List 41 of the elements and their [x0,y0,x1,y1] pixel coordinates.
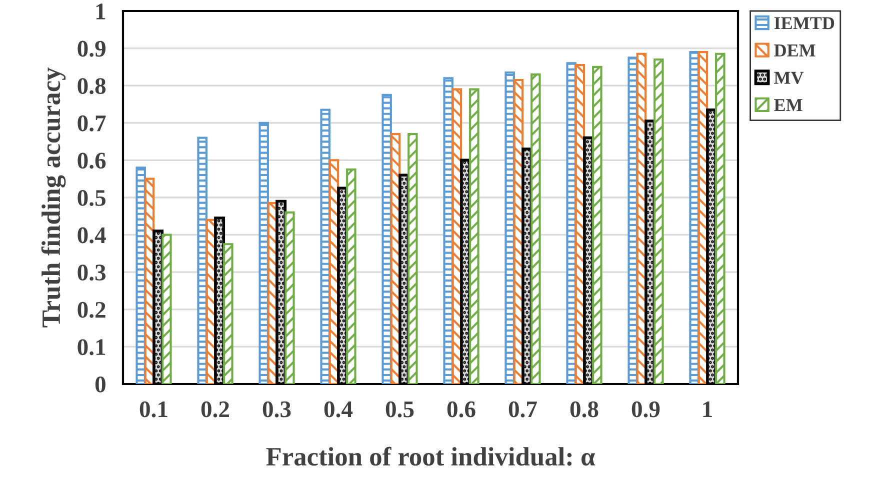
y-tick-label: 0.1 [78,339,106,356]
legend-label: MV [774,72,804,84]
bar [223,243,234,384]
y-tick-label: 0.7 [78,115,106,132]
y-tick-label: 0.5 [78,190,106,206]
x-tick-label: 0.5 [386,401,414,418]
y-tick-label: 0 [95,376,106,392]
bar [654,58,664,384]
bar [408,133,418,384]
y-tick-label: 1 [96,4,106,20]
y-axis-title: Truth finding accuracy [41,68,66,328]
bar [592,66,602,384]
x-axis-title: Fraction of root individual: α [266,446,595,466]
bar [162,234,172,384]
bar [715,52,726,384]
bar [530,73,541,384]
bar [258,122,269,384]
bar [469,88,480,384]
y-tick-label: 0.6 [78,152,106,169]
y-tick-label: 0.8 [78,78,106,94]
bar [284,211,295,384]
x-tick-label: 0.4 [324,401,353,418]
bar [197,136,208,384]
y-tick-label: 0.9 [78,40,106,57]
bar [320,108,330,384]
legend-label: EM [774,99,802,112]
x-tick-label: 0.6 [447,401,476,418]
x-tick-label: 0.2 [201,401,229,418]
y-tick-label: 0.3 [78,264,106,281]
bar [382,94,392,384]
legend-label: DEM [774,44,816,56]
x-tick-label: 0.8 [570,401,598,418]
x-tick-label: 1 [703,401,712,418]
bar [346,168,356,384]
legend-label: IEMTD [774,17,834,30]
x-tick-label: 0.7 [508,401,537,418]
y-tick-label: 0.4 [78,227,106,244]
y-tick-label: 0.2 [78,302,106,318]
x-tick-label: 0.3 [262,401,291,418]
x-tick-label: 0.1 [140,401,168,418]
x-tick-label: 0.9 [632,401,660,418]
